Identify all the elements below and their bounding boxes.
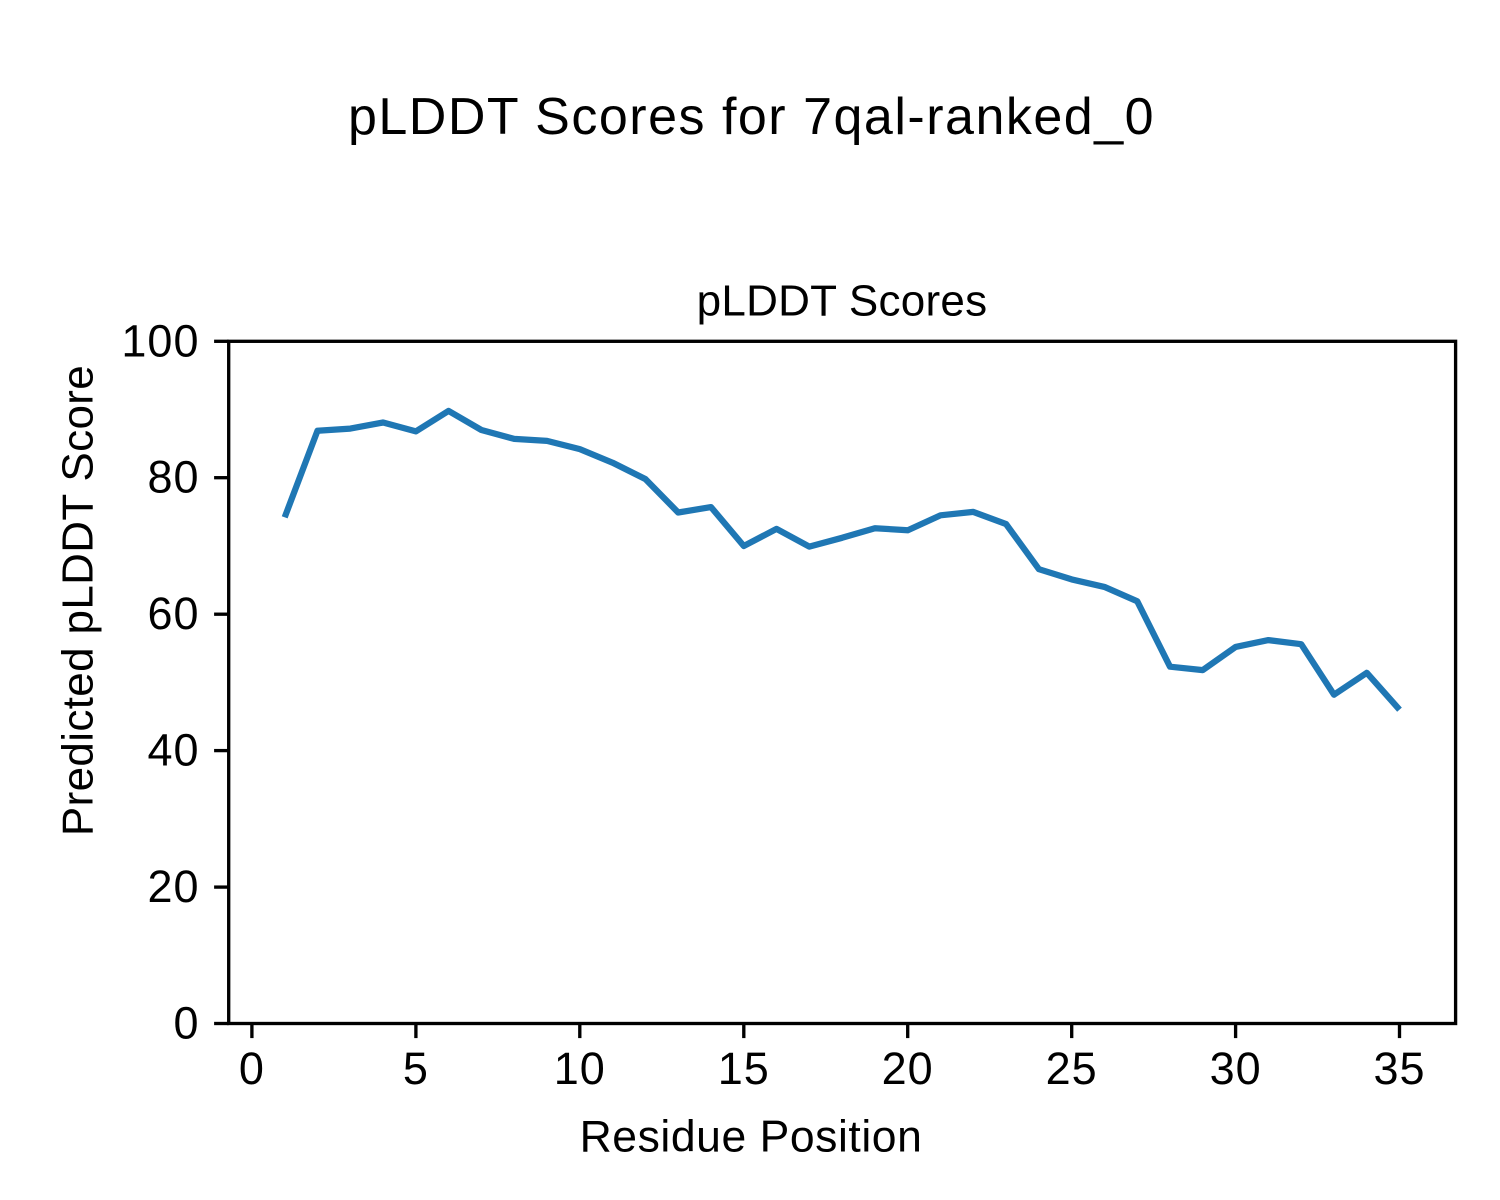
svg-text:Predicted pLDDT Score: Predicted pLDDT Score xyxy=(54,365,103,836)
svg-text:40: 40 xyxy=(147,725,199,776)
svg-text:pLDDT Scores: pLDDT Scores xyxy=(697,277,988,326)
svg-text:15: 15 xyxy=(718,1043,770,1094)
svg-text:0: 0 xyxy=(173,998,199,1049)
svg-text:5: 5 xyxy=(403,1043,429,1094)
svg-text:Residue Position: Residue Position xyxy=(580,1113,923,1162)
svg-text:20: 20 xyxy=(882,1043,934,1094)
svg-text:25: 25 xyxy=(1046,1043,1098,1094)
svg-text:60: 60 xyxy=(147,588,199,639)
svg-text:35: 35 xyxy=(1373,1043,1425,1094)
svg-text:80: 80 xyxy=(147,452,199,503)
svg-text:30: 30 xyxy=(1210,1043,1262,1094)
svg-text:100: 100 xyxy=(121,315,199,366)
svg-text:20: 20 xyxy=(147,861,199,912)
svg-text:10: 10 xyxy=(554,1043,606,1094)
svg-text:pLDDT Scores for 7qal-ranked_0: pLDDT Scores for 7qal-ranked_0 xyxy=(348,88,1155,146)
svg-text:0: 0 xyxy=(239,1043,265,1094)
